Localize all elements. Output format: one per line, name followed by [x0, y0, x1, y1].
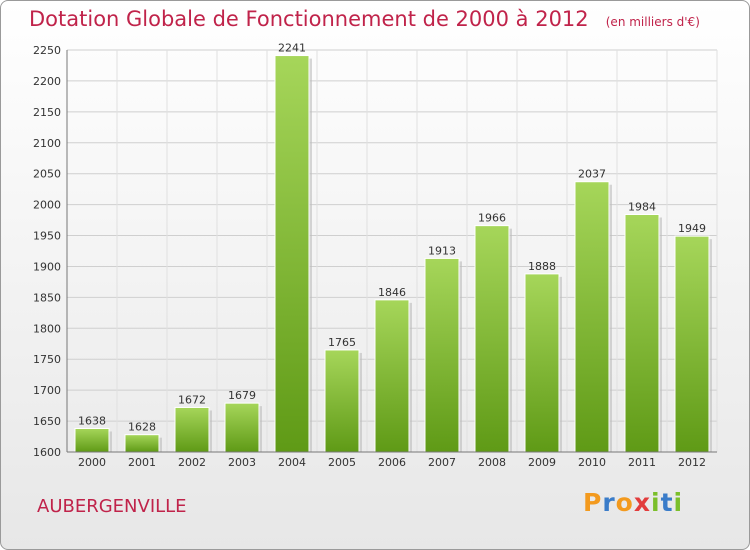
- bar-value-label: 2241: [278, 42, 306, 55]
- y-tick-label: 2000: [33, 199, 61, 212]
- y-tick-label: 2150: [33, 106, 61, 119]
- y-tick-label: 1600: [33, 446, 61, 459]
- x-tick-label: 2005: [328, 456, 356, 469]
- y-tick-label: 1800: [33, 322, 61, 335]
- bar: [74, 427, 110, 453]
- commune-name: AUBERGENVILLE: [37, 496, 187, 517]
- x-tick-label: 2002: [178, 456, 206, 469]
- logo-letter: i: [651, 488, 661, 517]
- bar: [524, 273, 560, 453]
- y-tick-label: 1700: [33, 384, 61, 397]
- y-tick-label: 1900: [33, 260, 61, 273]
- bar: [424, 257, 460, 453]
- bars: 1638 1628 1672 1679 2241 1765 1846 1913 1966 1888…: [74, 42, 712, 453]
- bar-value-label: 1846: [378, 286, 406, 299]
- bar-value-label: 1765: [328, 336, 356, 349]
- bar-value-label: 1628: [128, 421, 156, 434]
- y-tick-label: 1650: [33, 415, 61, 428]
- x-tick-label: 2011: [628, 456, 656, 469]
- chart-title: Dotation Globale de Fonctionnement de 20…: [29, 7, 700, 31]
- y-tick-label: 2050: [33, 168, 61, 181]
- bar-value-label: 2037: [578, 168, 606, 181]
- logo-letter: i: [673, 488, 684, 517]
- y-tick-label: 1750: [33, 353, 61, 366]
- y-tick-label: 2100: [33, 137, 61, 150]
- logo-letter: r: [602, 488, 616, 517]
- bar: [224, 402, 260, 453]
- y-tick-label: 2200: [33, 75, 61, 88]
- bar: [174, 406, 210, 453]
- bar-value-label: 1672: [178, 393, 206, 406]
- bar: [374, 299, 410, 453]
- proxiti-logo[interactable]: Proxiti: [583, 488, 683, 517]
- y-tick-label: 2250: [33, 44, 61, 57]
- bar-value-label: 1913: [428, 244, 456, 257]
- bar: [674, 235, 710, 453]
- y-tick-label: 1850: [33, 291, 61, 304]
- bar-value-label: 1679: [228, 389, 256, 402]
- logo-letter: t: [660, 488, 674, 517]
- x-tick-label: 2008: [478, 456, 506, 469]
- bar: [574, 181, 610, 453]
- bar: [274, 55, 310, 453]
- bar: [624, 214, 660, 453]
- axes: 1600 1650 1700 1750 1800 1850 1900 1950 2000 2050…: [33, 44, 717, 469]
- x-tick-label: 2006: [378, 456, 406, 469]
- bar-value-label: 1638: [78, 414, 106, 427]
- x-tick-label: 2010: [578, 456, 606, 469]
- x-tick-label: 2003: [228, 456, 256, 469]
- bar-value-label: 1984: [628, 201, 656, 214]
- x-tick-label: 2012: [678, 456, 706, 469]
- x-tick-label: 2000: [78, 456, 106, 469]
- y-tick-label: 1950: [33, 230, 61, 243]
- x-tick-label: 2001: [128, 456, 156, 469]
- x-tick-label: 2004: [278, 456, 306, 469]
- bar: [124, 434, 160, 453]
- bar-value-label: 1949: [678, 222, 706, 235]
- bar-value-label: 1966: [478, 212, 506, 225]
- x-tick-label: 2009: [528, 456, 556, 469]
- bar: [474, 225, 510, 453]
- logo-letter: x: [633, 488, 651, 517]
- logo-letter: P: [583, 488, 603, 517]
- logo-letter: o: [615, 488, 634, 517]
- bar-value-label: 1888: [528, 260, 556, 273]
- chart-title-main: Dotation Globale de Fonctionnement de 20…: [29, 7, 589, 31]
- bar: [324, 349, 360, 453]
- chart-subtitle: (en milliers d'€): [605, 15, 700, 29]
- x-tick-label: 2007: [428, 456, 456, 469]
